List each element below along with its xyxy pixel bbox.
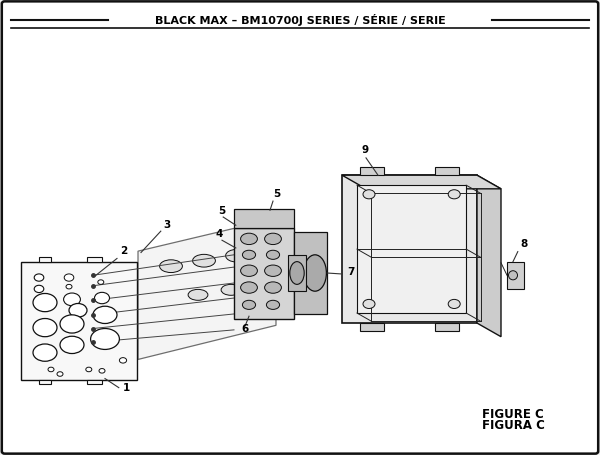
Polygon shape: [435, 167, 459, 175]
Ellipse shape: [265, 233, 281, 245]
Polygon shape: [477, 175, 501, 337]
Ellipse shape: [33, 318, 57, 337]
Ellipse shape: [69, 303, 87, 317]
Ellipse shape: [242, 250, 256, 259]
Ellipse shape: [160, 260, 182, 273]
Polygon shape: [87, 380, 102, 384]
Ellipse shape: [266, 300, 280, 309]
Ellipse shape: [249, 282, 267, 292]
Ellipse shape: [193, 254, 215, 267]
Polygon shape: [435, 323, 459, 331]
Polygon shape: [39, 257, 51, 262]
Polygon shape: [342, 175, 501, 189]
Ellipse shape: [448, 299, 460, 308]
Ellipse shape: [86, 367, 92, 372]
Ellipse shape: [221, 284, 241, 295]
Ellipse shape: [188, 289, 208, 300]
Polygon shape: [234, 228, 294, 318]
Ellipse shape: [64, 274, 74, 281]
Ellipse shape: [509, 271, 517, 280]
Polygon shape: [357, 185, 466, 313]
Ellipse shape: [93, 306, 117, 324]
Ellipse shape: [34, 285, 44, 293]
Text: 5: 5: [218, 206, 225, 216]
Ellipse shape: [266, 250, 280, 259]
Ellipse shape: [66, 284, 72, 289]
Text: 8: 8: [520, 239, 527, 249]
Ellipse shape: [64, 293, 80, 306]
Polygon shape: [360, 167, 384, 175]
Text: 4: 4: [216, 228, 223, 238]
Ellipse shape: [33, 293, 57, 312]
Ellipse shape: [448, 190, 460, 199]
Ellipse shape: [226, 249, 248, 262]
Ellipse shape: [119, 358, 127, 363]
Polygon shape: [360, 323, 384, 331]
Polygon shape: [138, 218, 276, 359]
Text: BLACK MAX – BM10700J SERIES / SÉRIE / SERIE: BLACK MAX – BM10700J SERIES / SÉRIE / SE…: [155, 15, 445, 26]
Ellipse shape: [34, 274, 44, 281]
Text: 9: 9: [361, 145, 368, 155]
Ellipse shape: [241, 265, 257, 276]
Polygon shape: [288, 255, 306, 291]
Text: FIGURE C: FIGURE C: [482, 408, 544, 420]
Polygon shape: [294, 232, 327, 314]
Ellipse shape: [60, 336, 84, 354]
Text: 3: 3: [163, 219, 170, 229]
Polygon shape: [342, 175, 477, 323]
Ellipse shape: [95, 292, 110, 304]
Ellipse shape: [241, 282, 257, 293]
Ellipse shape: [48, 367, 54, 372]
Ellipse shape: [304, 255, 326, 291]
Text: 5: 5: [274, 189, 281, 199]
Ellipse shape: [99, 369, 105, 373]
Text: 2: 2: [120, 246, 127, 256]
Ellipse shape: [363, 299, 375, 308]
Ellipse shape: [33, 344, 57, 361]
Polygon shape: [39, 380, 51, 384]
Ellipse shape: [242, 300, 256, 309]
Text: 6: 6: [241, 324, 248, 334]
Ellipse shape: [241, 233, 257, 245]
Polygon shape: [21, 262, 137, 380]
Text: FIGURA C: FIGURA C: [482, 419, 544, 432]
Ellipse shape: [91, 329, 119, 349]
Ellipse shape: [98, 280, 104, 284]
Ellipse shape: [265, 282, 281, 293]
Polygon shape: [87, 257, 102, 262]
Polygon shape: [234, 209, 294, 228]
Polygon shape: [507, 262, 524, 289]
Ellipse shape: [57, 372, 63, 376]
Ellipse shape: [363, 190, 375, 199]
Ellipse shape: [290, 262, 304, 284]
Ellipse shape: [60, 315, 84, 333]
Text: 1: 1: [123, 383, 130, 393]
Ellipse shape: [265, 265, 281, 276]
Text: 7: 7: [347, 267, 354, 277]
